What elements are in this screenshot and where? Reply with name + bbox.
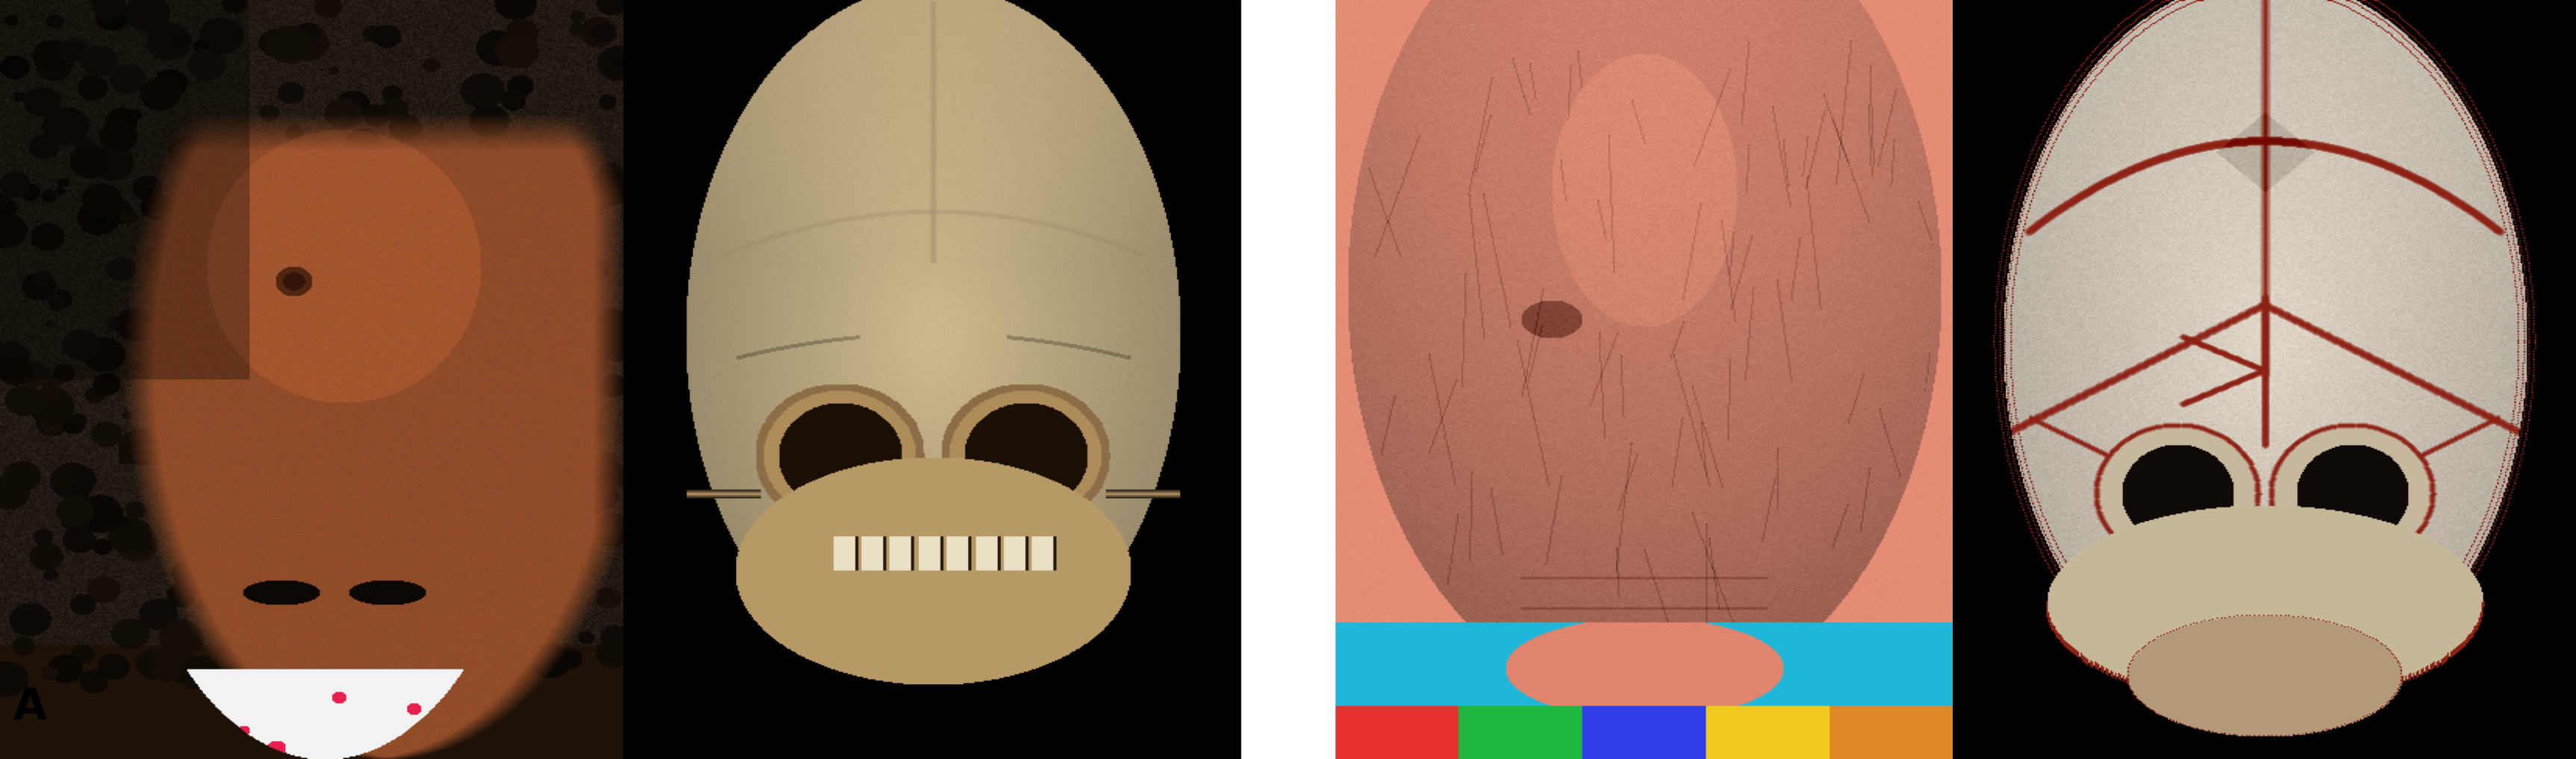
Text: A: A [13, 686, 46, 729]
Bar [1242, 0, 1334, 759]
Text: B: B [1172, 686, 1206, 729]
